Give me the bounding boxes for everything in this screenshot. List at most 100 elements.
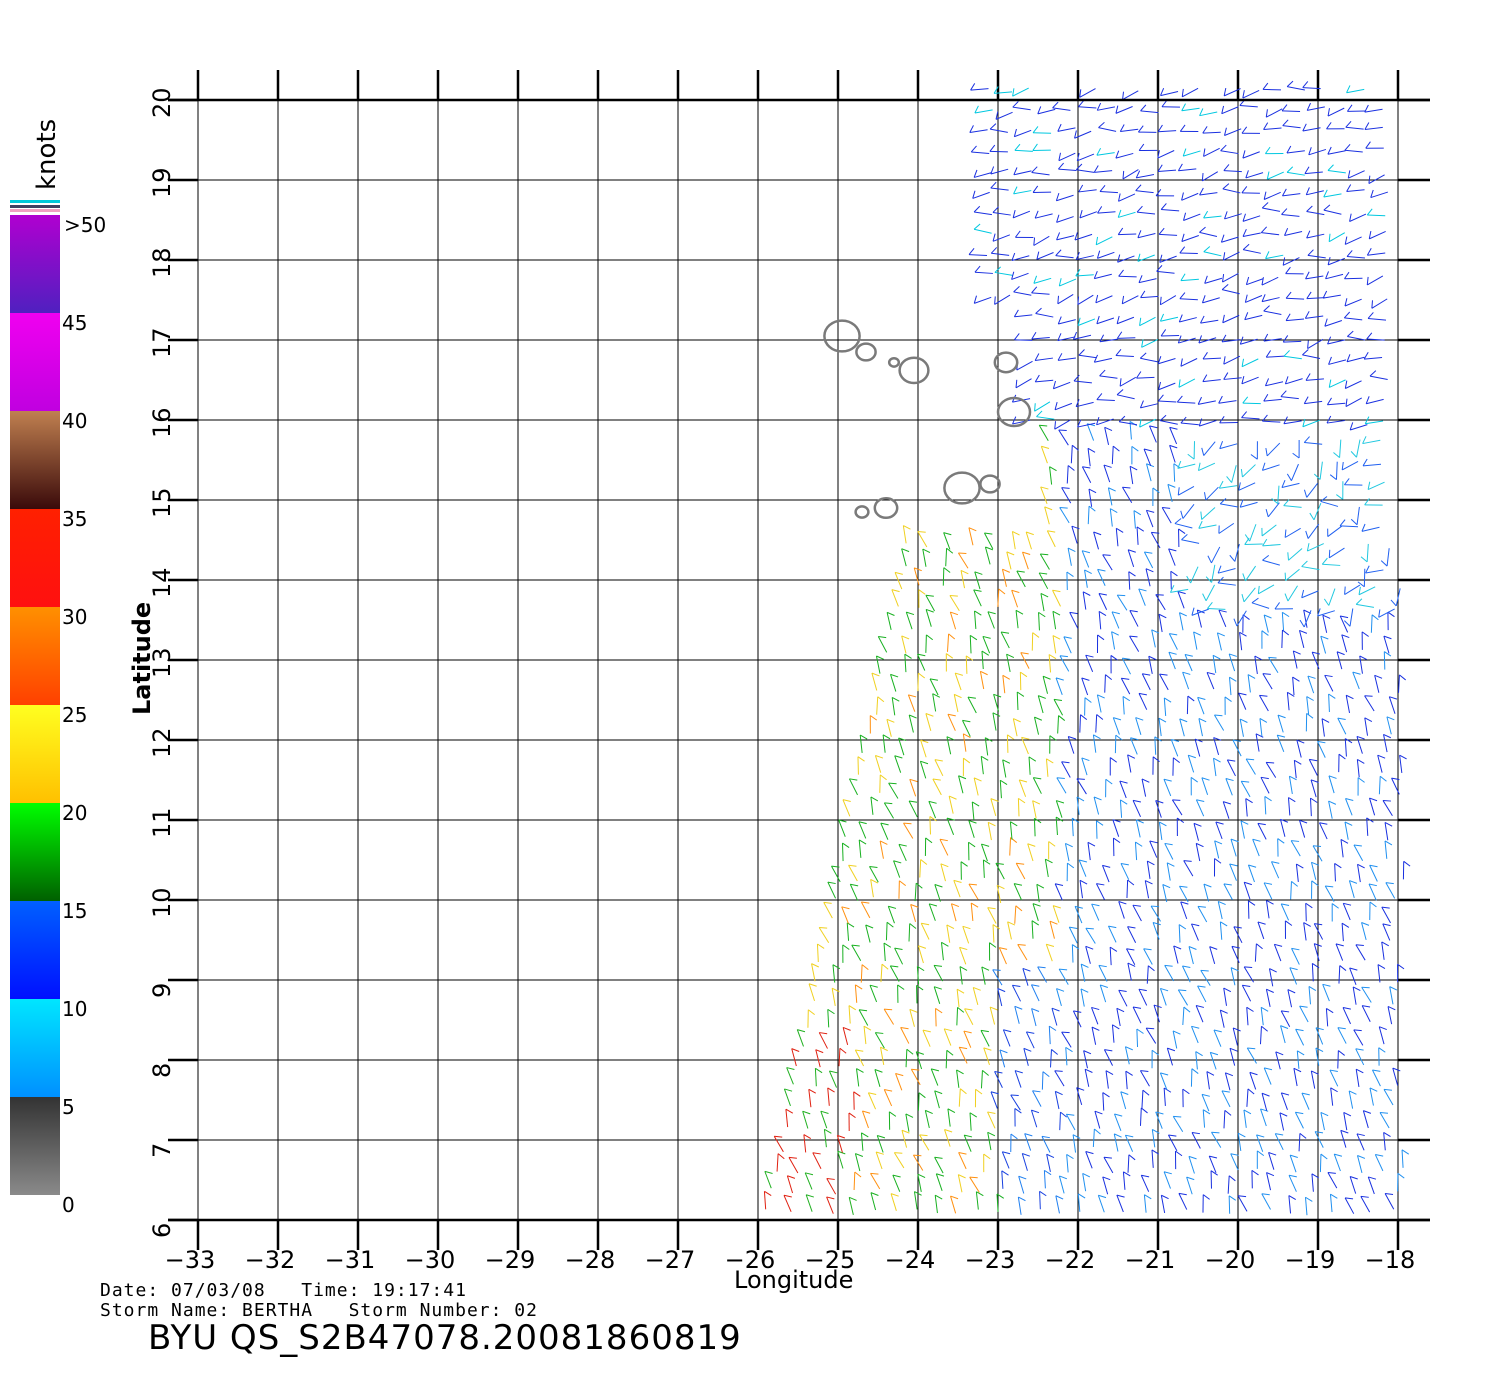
wind-barb (1237, 1133, 1242, 1152)
wind-barb-flag (1113, 837, 1121, 844)
wind-barb-flag (1093, 270, 1098, 279)
wind-barb-flag (1014, 883, 1023, 886)
wind-barb-flag (1093, 796, 1102, 801)
wind-barb (1045, 944, 1053, 962)
wind-barb (990, 798, 997, 817)
wind-barb (1121, 657, 1131, 675)
wind-barb (968, 820, 975, 838)
wind-barb-flag (1344, 738, 1353, 744)
wind-barb-flag (1111, 631, 1119, 636)
wind-barb (1330, 1087, 1334, 1106)
wind-barb-flag (1198, 418, 1203, 427)
wind-barb-flag (1039, 572, 1048, 575)
wind-barb-flag (1013, 718, 1021, 723)
wind-barb (917, 673, 919, 692)
wind-barb-flag (1357, 1155, 1366, 1159)
wind-barb (1230, 967, 1236, 986)
wind-barb (1159, 1072, 1168, 1090)
wind-barb (1145, 510, 1154, 528)
wind-barb (1344, 738, 1347, 757)
wind-barb-flag (960, 861, 968, 867)
wind-barb-flag (1230, 838, 1239, 843)
wind-barb-flag (1091, 1026, 1100, 1031)
wind-barb-flag (956, 988, 965, 994)
wind-barb-flag (1045, 858, 1053, 864)
wind-barb-flag (946, 736, 955, 741)
wind-barb-flag (1177, 487, 1180, 496)
wind-barb (836, 1135, 843, 1153)
wind-barb (1077, 294, 1094, 305)
wind-barb-flag (1173, 1115, 1182, 1118)
wind-barb (1263, 127, 1282, 131)
wind-barb-flag (1143, 448, 1152, 452)
wind-barb (932, 778, 942, 796)
wind-barb-flag (1067, 547, 1076, 552)
wind-barb-flag (1136, 1028, 1144, 1034)
wind-barb (1238, 482, 1256, 491)
colorbar-band-45-50 (10, 215, 60, 313)
wind-barb (1122, 90, 1139, 101)
wind-barb (1094, 273, 1112, 280)
wind-barb (1223, 1110, 1226, 1129)
wind-barb (1065, 1047, 1068, 1066)
wind-barb-flag (1151, 1149, 1160, 1155)
wind-barb-flag (1129, 635, 1138, 638)
wind-barb-flag (1207, 555, 1212, 564)
wind-barb-flag (842, 1026, 851, 1031)
wind-barb (1179, 718, 1185, 737)
wind-barb-flag (1063, 636, 1072, 639)
wind-barb-flag (1187, 453, 1195, 460)
wind-barb-flag (1368, 1176, 1377, 1180)
wind-barb-flag (1220, 1009, 1228, 1014)
wind-barb (902, 525, 907, 544)
wind-barb-flag (1323, 204, 1331, 211)
wind-barb (1364, 357, 1383, 360)
wind-barb (1101, 865, 1110, 883)
wind-barb-flag (1282, 119, 1289, 127)
wind-barb-flag (1197, 462, 1201, 471)
wind-barb-flag (1261, 462, 1266, 471)
wind-barb (1242, 402, 1261, 405)
wind-barb (1159, 988, 1167, 1006)
wind-barb-flag (1266, 900, 1274, 905)
wind-barb (1203, 441, 1216, 456)
wind-barb-flag (1121, 677, 1130, 680)
wind-barb (854, 1049, 865, 1067)
wind-barb-flag (1389, 986, 1398, 991)
wind-barb (1055, 816, 1058, 836)
wind-barb (802, 1111, 809, 1129)
wind-barb-flag (990, 247, 998, 254)
wind-barb-flag (940, 863, 949, 868)
wind-barb-flag (1314, 943, 1322, 947)
wind-barb (1365, 569, 1384, 574)
wind-barb-flag (1139, 400, 1144, 409)
wind-barb-flag (1111, 611, 1120, 615)
wind-barb (1025, 531, 1032, 550)
wind-barb-flag (1340, 615, 1349, 619)
cape-verde-islands (823, 319, 1032, 520)
wind-barb (1350, 424, 1368, 431)
wind-barb-flag (1385, 882, 1394, 885)
wind-barb (876, 1135, 884, 1153)
wind-barb-flag (1343, 902, 1352, 906)
wind-barb (885, 922, 888, 941)
wind-barb-flag (909, 1008, 918, 1013)
wind-barb-flag (1306, 205, 1313, 212)
wind-barb (943, 1028, 952, 1046)
wind-barb-flag (1073, 1010, 1082, 1013)
wind-barb (1325, 1008, 1329, 1027)
wind-barb-flag (1061, 1031, 1070, 1034)
wind-barb (1139, 418, 1157, 428)
wind-barb (1127, 754, 1132, 773)
wind-barb (1305, 315, 1324, 319)
wind-barb-flag (1077, 317, 1081, 326)
wind-barb-flag (1285, 291, 1292, 299)
wind-barb (1328, 775, 1335, 794)
wind-barb (1058, 1175, 1065, 1194)
wind-barb-flag (1344, 586, 1346, 595)
wind-barb-flag (1055, 192, 1060, 201)
wind-barb-flag (1163, 1171, 1172, 1175)
wind-barb-flag (1327, 256, 1331, 265)
wind-barb (1103, 464, 1111, 483)
lat-tick-label: 7 (148, 1142, 176, 1158)
